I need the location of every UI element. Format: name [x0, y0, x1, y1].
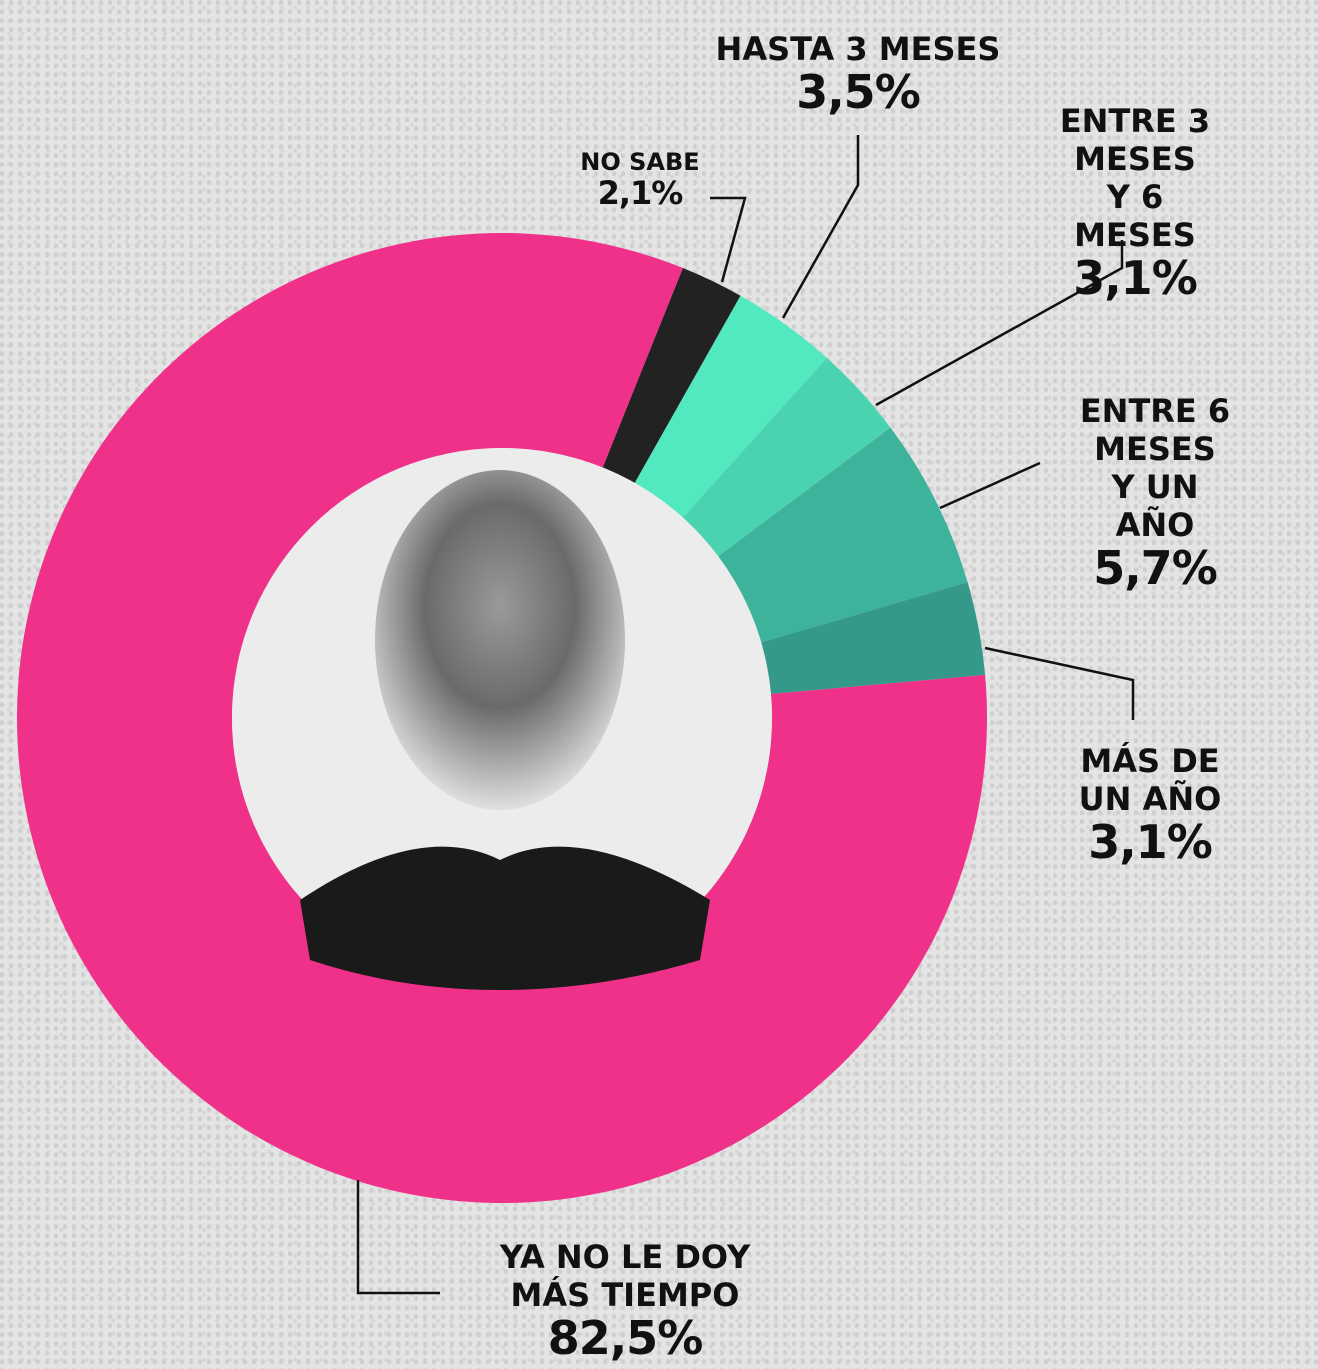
category-label: MÁS DE UN AÑO [1078, 742, 1222, 818]
value-label: 2,1% [597, 174, 684, 212]
value-label: 3,5% [796, 65, 921, 119]
value-label: 5,7% [1093, 541, 1218, 595]
value-label: 3,1% [1073, 251, 1198, 305]
value-label: 3,1% [1088, 815, 1213, 869]
donut-segment [17, 232, 987, 1203]
category-label: ENTRE 3 MESES Y 6 MESES [1059, 102, 1211, 254]
segment-label: MÁS DE UN AÑO 3,1% [1066, 742, 1234, 866]
category-label: ENTRE 6 MESES Y UN AÑO [1079, 392, 1231, 544]
value-label: 82,5% [547, 1311, 704, 1365]
segment-label: ENTRE 3 MESES Y 6 MESES 3,1% [1044, 102, 1227, 302]
segment-label: YA NO LE DOY MÁS TIEMPO 82,5% [500, 1238, 750, 1362]
category-label: NO SABE [580, 148, 700, 176]
segment-label: NO SABE 2,1% [580, 148, 699, 210]
donut-segment [761, 582, 986, 694]
leaders [356, 135, 1135, 1295]
donut-segment [718, 427, 968, 643]
photo-suit [300, 846, 710, 990]
category-label: YA NO LE DOY MÁS TIEMPO [499, 1238, 751, 1314]
donut-segment [682, 357, 891, 557]
photo-face [375, 470, 625, 810]
category-label: HASTA 3 MESES [715, 30, 1001, 68]
segment-label: HASTA 3 MESES 3,5% [716, 30, 1001, 116]
donut-segment [602, 267, 741, 483]
segment-label: ENTRE 6 MESES Y UN AÑO 5,7% [1074, 392, 1237, 592]
donut-segment [634, 295, 827, 518]
